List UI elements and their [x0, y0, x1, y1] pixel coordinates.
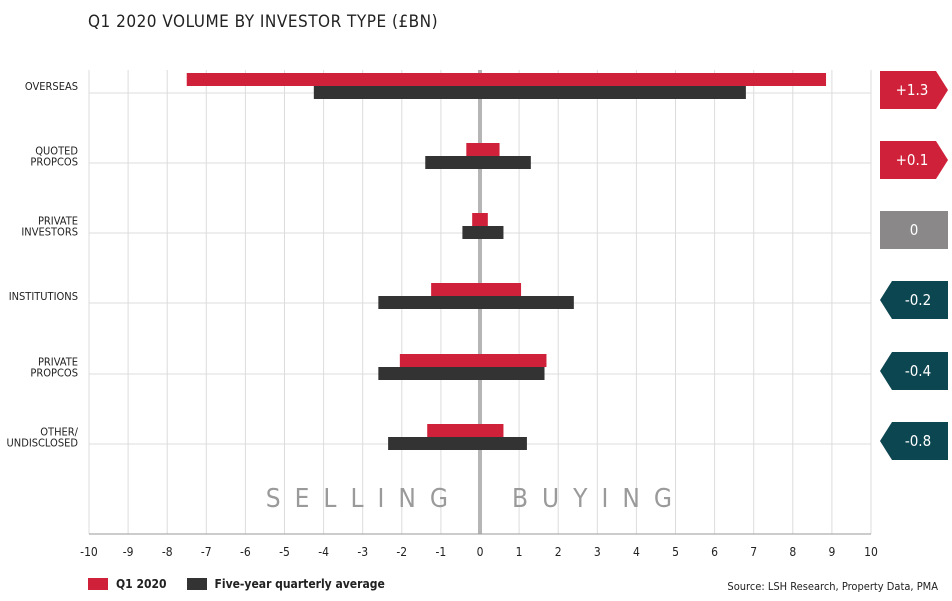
- x-tick-label: 9: [828, 545, 835, 559]
- zone-labels: SELLING BUYING: [266, 484, 686, 514]
- x-tick-label: 10: [864, 545, 878, 559]
- legend-item-five-year-average: Five-year quarterly average: [186, 577, 385, 591]
- bar-five-year-quarterly-average-quoted-propcos: [425, 156, 531, 169]
- net-badge-quoted-propcos: [880, 141, 948, 179]
- bar-q1-2020-institutions: [431, 283, 522, 296]
- x-tick-label: -4: [318, 545, 329, 559]
- x-tick-label: 2: [555, 545, 562, 559]
- bar-five-year-quarterly-average-overseas: [313, 86, 746, 99]
- x-tick-label: -3: [357, 545, 368, 559]
- net-badge-value: -0.4: [905, 362, 931, 380]
- bar-five-year-quarterly-average-other-undisclosed: [388, 437, 527, 450]
- bar-five-year-quarterly-average-private-investors: [462, 226, 504, 239]
- category-labels: OVERSEAS QUOTED PROPCOS PRIVATE INVESTORS INS…: [7, 80, 79, 450]
- x-tick-label: 8: [789, 545, 796, 559]
- bar-q1-2020-private-propcos: [399, 354, 547, 367]
- net-badge-value: +1.3: [896, 81, 929, 99]
- category-label-overseas: OVERSEAS: [25, 80, 78, 93]
- bar-five-year-quarterly-average-private-propcos: [378, 367, 545, 380]
- legend-item-q1-2020: Q1 2020: [88, 577, 167, 591]
- category-label-private-propcos: PRIVATE PROPCOS: [30, 356, 78, 380]
- bar-q1-2020-overseas: [186, 73, 827, 86]
- net-badge-other-undisclosed: [880, 422, 948, 460]
- x-tick-label: -6: [240, 545, 251, 559]
- x-tick-label: -8: [162, 545, 173, 559]
- legend-label-five-year-average: Five-year quarterly average: [214, 577, 385, 591]
- x-axis: -10 -9 -8 -7 -6 -5 -4 -3 -2 -1 0 1 2 3 4 5 6 7 8 9 10: [80, 533, 878, 559]
- category-label-other-undisclosed: OTHER/UNDISCLOSED: [7, 426, 79, 450]
- x-tick-label: 0: [477, 545, 484, 559]
- x-tick-label: 1: [516, 545, 523, 559]
- chart-title: Q1 2020 VOLUME BY INVESTOR TYPE (£BN): [88, 12, 439, 32]
- category-label-institutions: INSTITUTIONS: [9, 290, 78, 303]
- x-tick-label: 6: [711, 545, 718, 559]
- x-tick-label: -2: [396, 545, 407, 559]
- net-badge-overseas: [880, 71, 948, 109]
- source-note: Source: LSH Research, Property Data, PMA: [727, 580, 938, 593]
- net-badge-private-propcos: [880, 352, 948, 390]
- bar-q1-2020-private-investors: [472, 213, 488, 226]
- bar-q1-2020-other-undisclosed: [427, 424, 504, 437]
- legend-swatch-q1-2020: [88, 578, 108, 590]
- bar-q1-2020-quoted-propcos: [466, 143, 500, 156]
- net-badge-private-investors: [880, 211, 948, 249]
- zone-label-buying: BUYING: [512, 484, 686, 514]
- x-tick-label: -7: [201, 545, 212, 559]
- category-label-private-investors: PRIVATE INVESTORS: [21, 215, 78, 239]
- net-badge-value: +0.1: [896, 151, 929, 169]
- legend-swatch-five-year-average: [186, 578, 207, 590]
- x-tick-label: -9: [123, 545, 134, 559]
- bar-five-year-quarterly-average-institutions: [378, 296, 574, 309]
- bars: [186, 73, 827, 450]
- legend-label-q1-2020: Q1 2020: [116, 577, 167, 591]
- net-badges: +1.3 +0.1 0 -0.2 -0.4 -0.8: [880, 71, 948, 460]
- x-tick-label: 3: [594, 545, 601, 559]
- net-badge-institutions: [880, 281, 948, 319]
- x-tick-label: -10: [80, 545, 98, 559]
- net-badge-value: -0.2: [905, 291, 931, 309]
- x-tick-label: 7: [750, 545, 757, 559]
- legend: Q1 2020 Five-year quarterly average: [88, 577, 405, 591]
- net-badge-value: -0.8: [905, 432, 931, 450]
- x-tick-label: 4: [633, 545, 640, 559]
- x-tick-label: 5: [672, 545, 679, 559]
- net-badge-value: 0: [910, 221, 919, 239]
- x-tick-label: -5: [279, 545, 290, 559]
- zone-label-selling: SELLING: [266, 484, 462, 514]
- x-tick-label: -1: [436, 545, 447, 559]
- category-label-quoted-propcos: QUOTED PROPCOS: [30, 145, 78, 169]
